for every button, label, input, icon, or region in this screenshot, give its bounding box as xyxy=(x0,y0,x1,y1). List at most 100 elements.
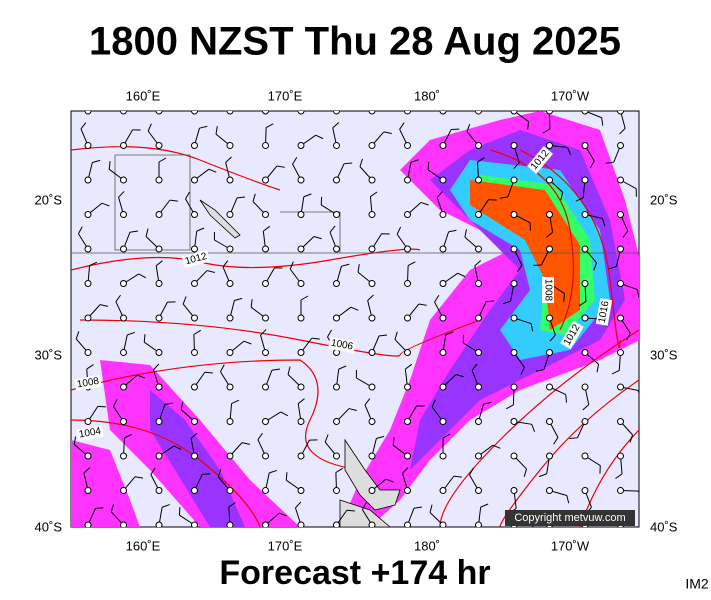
wind-barb xyxy=(367,294,376,322)
barb-flag xyxy=(313,236,322,240)
station xyxy=(191,349,198,356)
barb-flag xyxy=(658,403,666,410)
barb-flag xyxy=(95,507,104,510)
station xyxy=(84,452,92,460)
station xyxy=(617,314,624,322)
barb-flag xyxy=(661,505,669,512)
wind-barb xyxy=(262,267,283,287)
wind-barb xyxy=(217,469,234,494)
station xyxy=(84,245,92,253)
station xyxy=(652,280,659,287)
wind-barb xyxy=(434,295,447,322)
barb-flag xyxy=(378,334,388,337)
barb-flag xyxy=(101,202,110,207)
barb-flag xyxy=(276,165,285,168)
barb-flag xyxy=(143,334,146,343)
wind-barb xyxy=(84,261,98,287)
lat-label-right: 40˚S xyxy=(650,519,678,534)
station xyxy=(84,280,92,287)
station xyxy=(368,111,376,115)
wind-barb xyxy=(581,487,592,514)
wind-barb xyxy=(191,270,215,287)
station xyxy=(191,452,198,460)
barb-flag xyxy=(488,199,497,201)
station xyxy=(262,487,269,494)
barb-flag xyxy=(370,191,378,197)
station xyxy=(368,487,376,494)
station xyxy=(617,142,624,149)
station xyxy=(191,418,198,425)
wind-barb xyxy=(226,399,240,425)
wind-barb xyxy=(402,467,411,494)
barb-flag xyxy=(533,264,542,266)
station xyxy=(475,211,482,218)
barb-flag xyxy=(413,506,422,509)
station xyxy=(404,176,411,184)
isobar xyxy=(439,329,639,527)
wind-barb xyxy=(187,111,198,115)
station xyxy=(84,176,92,184)
barb-flag xyxy=(97,405,106,408)
station xyxy=(333,111,340,115)
station xyxy=(333,521,340,527)
barb-flag xyxy=(405,363,413,370)
barb-flag xyxy=(83,467,91,474)
station xyxy=(191,211,198,218)
wind-barb xyxy=(475,444,501,460)
barb-flag xyxy=(241,442,251,445)
barb-flag xyxy=(664,158,672,166)
station xyxy=(226,521,234,527)
barb-flag xyxy=(185,191,190,200)
barb-flag xyxy=(486,300,495,303)
lon-label-bottom: 170˚W xyxy=(551,538,590,553)
wind-barb xyxy=(84,507,104,527)
station xyxy=(368,176,376,184)
isobar-label: 1004 xyxy=(78,426,102,441)
wind-barb xyxy=(333,467,343,494)
station xyxy=(546,383,553,391)
station xyxy=(439,487,447,494)
barb-staff xyxy=(439,111,444,112)
station xyxy=(368,521,376,527)
station xyxy=(617,176,624,184)
wind-barb xyxy=(648,280,665,307)
barb-flag xyxy=(546,231,553,238)
wind-barb xyxy=(542,111,553,134)
barb-flag xyxy=(376,435,385,440)
isobar-label-box xyxy=(560,320,584,350)
wind-barb xyxy=(510,245,523,273)
barb-flag xyxy=(464,229,467,238)
station xyxy=(581,418,589,425)
barb-flag xyxy=(92,159,101,164)
barb-flag xyxy=(348,408,357,412)
lon-label-top: 170˚E xyxy=(268,88,303,103)
wind-barb xyxy=(180,401,198,425)
station xyxy=(617,111,624,115)
wind-barb xyxy=(329,225,340,253)
barb-flag xyxy=(287,366,291,375)
barb-flag xyxy=(516,264,523,273)
barb-staff xyxy=(656,146,669,159)
wind-barb xyxy=(581,245,598,271)
barb-flag xyxy=(483,401,492,405)
station xyxy=(617,487,624,494)
wind-barb xyxy=(439,331,454,356)
barb-staff xyxy=(187,111,195,112)
barb-flag xyxy=(671,462,677,470)
barb-flag xyxy=(429,504,433,513)
barb-flag xyxy=(637,390,639,399)
station xyxy=(581,280,589,287)
barb-flag xyxy=(602,218,606,227)
station xyxy=(475,245,482,253)
station xyxy=(439,521,447,527)
wind-barb xyxy=(80,122,92,149)
barb-flag xyxy=(599,465,601,474)
wind-barb xyxy=(297,439,318,460)
barb-flag xyxy=(147,123,152,132)
barb-flag xyxy=(169,199,178,202)
barb-flag xyxy=(320,196,323,205)
wind-barb xyxy=(145,228,163,253)
wind-barb xyxy=(120,230,138,253)
barb-flag xyxy=(502,300,511,305)
